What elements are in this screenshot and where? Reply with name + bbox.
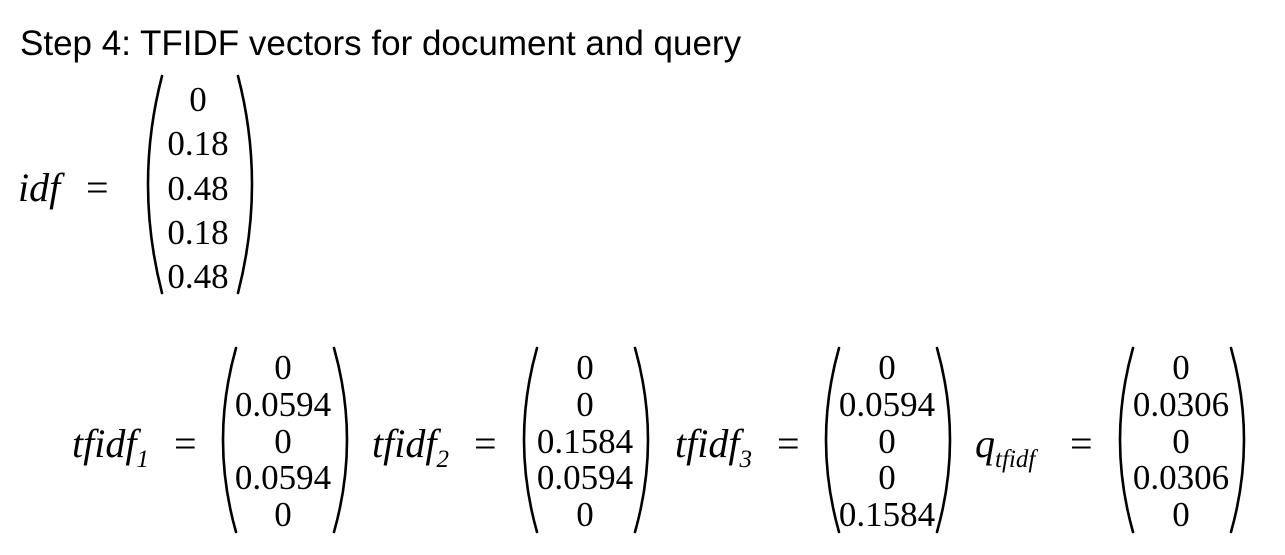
query-value: 0 — [1172, 495, 1190, 534]
tfidf3-value: 0 — [878, 348, 896, 387]
tfidf3-equals: = — [777, 421, 800, 466]
tfidf3-right-paren — [935, 346, 952, 534]
tfidf1-value: 0 — [274, 495, 292, 534]
tfidf2-vector: 0 0 0.1584 0.0594 0 — [530, 350, 640, 532]
query-value: 0.0306 — [1132, 384, 1230, 424]
tfidf2-left-paren — [522, 346, 539, 534]
idf-value: 0 — [189, 80, 207, 119]
idf-vector: 0 0.18 0.48 0.18 0.48 — [158, 82, 238, 294]
tfidf2-value: 0 — [576, 348, 594, 387]
tfidf2-value: 0.1584 — [536, 421, 634, 461]
tfidf2-label: tfidf2 — [372, 421, 449, 473]
slide-heading: Step 4: TFIDF vectors for document and q… — [20, 24, 742, 63]
query-left-paren — [1118, 346, 1135, 534]
idf-value: 0.18 — [167, 212, 229, 252]
tfidf1-value: 0.0594 — [234, 458, 332, 498]
tfidf1-value: 0 — [274, 421, 292, 461]
query-vector: 0 0.0306 0 0.0306 0 — [1126, 350, 1236, 532]
tfidf1-left-paren — [221, 346, 238, 534]
idf-label: idf — [18, 165, 61, 210]
query-right-paren — [1229, 346, 1246, 534]
query-value: 0 — [1172, 348, 1190, 387]
tfidf2-equals: = — [474, 421, 497, 466]
idf-right-paren — [236, 74, 254, 295]
tfidf3-label: tfidf3 — [675, 421, 752, 473]
tfidf1-right-paren — [332, 346, 349, 534]
idf-equals: = — [86, 165, 109, 210]
query-equals: = — [1070, 421, 1093, 466]
tfidf3-value: 0 — [878, 458, 896, 498]
tfidf2-right-paren — [633, 346, 650, 534]
idf-value: 0.18 — [167, 124, 229, 164]
tfidf1-value: 0 — [274, 348, 292, 387]
tfidf1-equals: = — [174, 421, 197, 466]
tfidf3-value: 0.0594 — [838, 384, 936, 424]
tfidf1-value: 0.0594 — [234, 384, 332, 424]
tfidf2-value: 0 — [576, 495, 594, 534]
idf-value: 0.48 — [167, 257, 229, 296]
tfidf1-label: tfidf1 — [72, 421, 149, 473]
idf-left-paren — [146, 74, 164, 295]
tfidf3-vector: 0 0.0594 0 0 0.1584 — [832, 350, 942, 532]
tfidf3-value: 0 — [878, 421, 896, 461]
query-value: 0.0306 — [1132, 458, 1230, 498]
tfidf1-vector: 0 0.0594 0 0.0594 0 — [228, 350, 338, 532]
tfidf2-value: 0 — [576, 384, 594, 424]
query-label: qtfidf — [975, 421, 1036, 473]
tfidf3-left-paren — [824, 346, 841, 534]
query-value: 0 — [1172, 421, 1190, 461]
tfidf2-value: 0.0594 — [536, 458, 634, 498]
tfidf3-value: 0.1584 — [838, 495, 936, 534]
idf-value: 0.48 — [167, 168, 229, 208]
